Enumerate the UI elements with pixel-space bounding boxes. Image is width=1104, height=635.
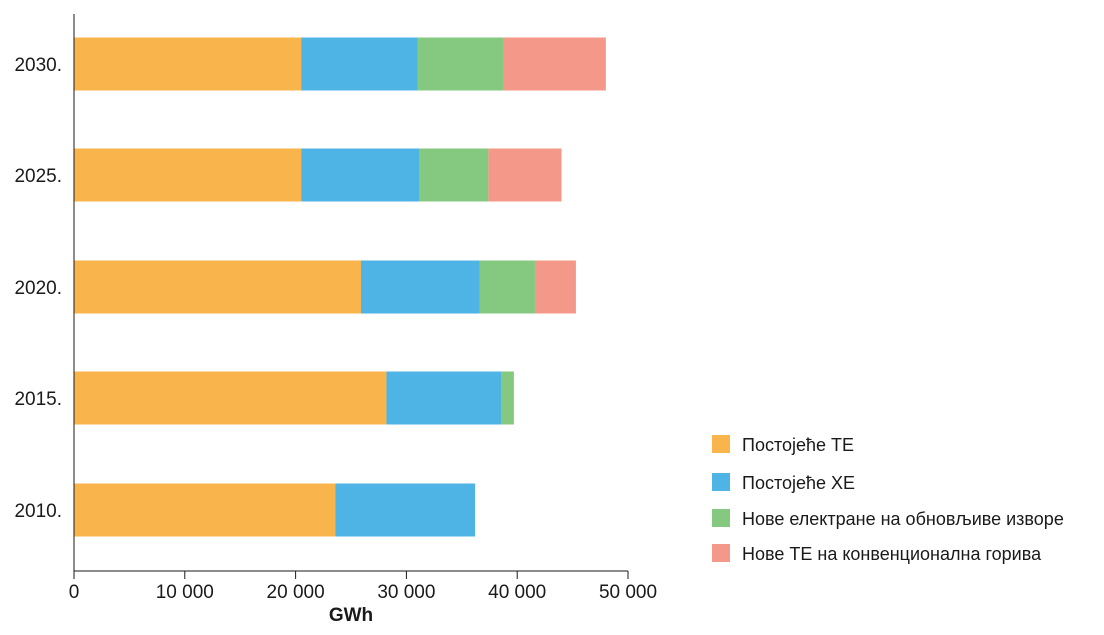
legend: Постојеће ТЕ Постојеће ХЕ Нове електране н… xyxy=(712,435,1064,564)
bar-segment-2020-series-1 xyxy=(74,260,361,314)
y-labels-layer: 2030. 2025. 2020. 2015. 2010. xyxy=(14,55,62,522)
bar-segment-2010-series-1 xyxy=(74,483,336,537)
bar-segment-2025-series-3 xyxy=(419,148,489,202)
bar-segment-2025-series-1 xyxy=(74,148,302,202)
bar-segment-2020-series-3 xyxy=(479,260,535,314)
legend-swatch xyxy=(712,509,730,527)
y-tick-label: 2030. xyxy=(14,55,62,76)
bar-segment-2030-series-1 xyxy=(74,37,302,91)
x-tick-label: 0 xyxy=(69,582,80,603)
bar-segment-2030-series-3 xyxy=(417,37,504,91)
bars-layer xyxy=(74,37,606,537)
x-ticks-layer: 0 10 000 20 000 30 000 40 000 50 000 xyxy=(69,571,657,603)
y-tick-label: 2020. xyxy=(14,278,62,299)
x-axis-title: GWh xyxy=(329,605,373,626)
x-tick-label: 30 000 xyxy=(377,582,435,603)
axes-layer xyxy=(73,14,628,572)
y-tick-label: 2015. xyxy=(14,389,62,410)
bar-segment-2030-series-4 xyxy=(503,37,606,91)
bar-segment-2025-series-4 xyxy=(488,148,562,202)
y-tick-label: 2010. xyxy=(14,501,62,522)
x-tick-label: 50 000 xyxy=(599,582,657,603)
legend-swatch xyxy=(712,435,730,453)
bar-segment-2020-series-4 xyxy=(534,260,576,314)
y-tick-label: 2025. xyxy=(14,166,62,187)
bar-segment-2025-series-2 xyxy=(301,148,420,202)
bar-segment-2015-series-2 xyxy=(386,371,502,425)
x-tick-label: 40 000 xyxy=(488,582,546,603)
x-tick-label: 10 000 xyxy=(156,582,214,603)
legend-label: Нове електране на обновљиве изворе xyxy=(742,509,1064,529)
legend-swatch xyxy=(712,544,730,562)
legend-label: Постојеће ТЕ xyxy=(742,435,854,455)
bar-segment-2010-series-2 xyxy=(335,483,476,537)
legend-label: Нове ТЕ на конвенционална горива xyxy=(742,544,1042,564)
x-tick-label: 20 000 xyxy=(267,582,325,603)
bar-segment-2015-series-3 xyxy=(501,371,514,425)
bar-segment-2020-series-2 xyxy=(360,260,480,314)
bar-segment-2015-series-1 xyxy=(74,371,387,425)
bar-segment-2030-series-2 xyxy=(301,37,418,91)
legend-swatch xyxy=(712,473,730,491)
legend-label: Постојеће ХЕ xyxy=(742,473,855,493)
